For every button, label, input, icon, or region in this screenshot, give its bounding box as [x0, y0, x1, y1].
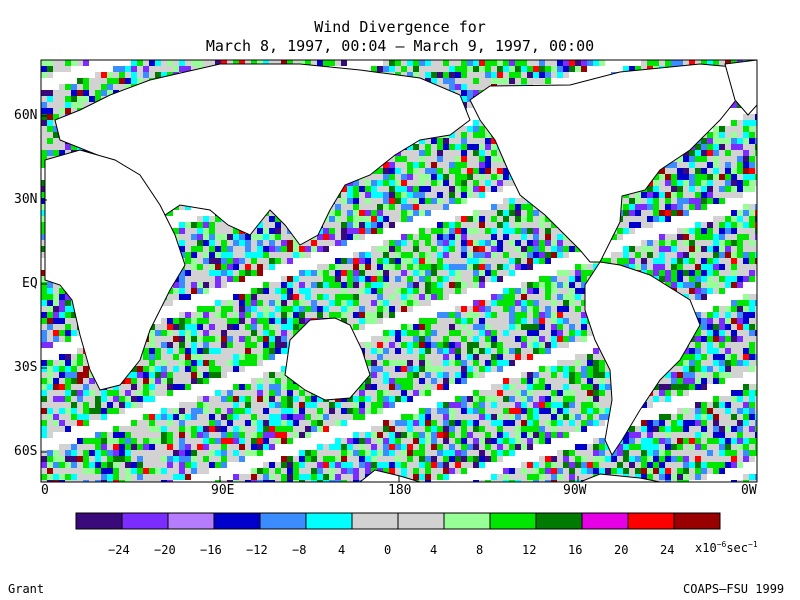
- colorbar-swatch: [489, 512, 537, 530]
- lat-label-30n: 30N: [14, 192, 38, 207]
- lon-label-0: 0: [41, 483, 49, 498]
- colorbar-tick-label: 16: [568, 543, 583, 557]
- colorbar-tick-label: 4: [338, 543, 346, 557]
- colorbar: [75, 512, 721, 530]
- lat-label-eq: EQ: [22, 276, 38, 291]
- lat-label-60n: 60N: [14, 108, 38, 123]
- colorbar-swatch: [627, 512, 675, 530]
- colorbar-swatch: [213, 512, 261, 530]
- africa: [44, 149, 186, 391]
- colorbar-tick-label: 4: [430, 543, 438, 557]
- south-america: [584, 261, 701, 457]
- colorbar-swatch: [397, 512, 445, 530]
- footer-credit: COAPS–FSU 1999: [683, 582, 785, 596]
- colorbar-swatch: [305, 512, 353, 530]
- colorbar-swatch: [121, 512, 169, 530]
- title-line-2: March 8, 1997, 00:04 – March 9, 1997, 00…: [205, 37, 595, 55]
- colorbar-tick-label: 24: [660, 543, 675, 557]
- colorbar-tick-label: −24: [108, 543, 130, 557]
- colorbar-swatch: [581, 512, 629, 530]
- colorbar-tick-label: 12: [522, 543, 537, 557]
- title-line-1: Wind Divergence for: [314, 18, 486, 36]
- lat-label-60s: 60S: [14, 444, 38, 459]
- colorbar-tick-label: 0: [384, 543, 392, 557]
- continents: [44, 60, 757, 482]
- colorbar-swatch: [443, 512, 491, 530]
- colorbar-swatch: [259, 512, 307, 530]
- colorbar-swatch: [75, 512, 123, 530]
- colorbar-tick-label: −16: [200, 543, 222, 557]
- lon-label-90e: 90E: [211, 483, 235, 498]
- colorbar-swatch: [351, 512, 399, 530]
- australia: [284, 317, 371, 401]
- greenland: [724, 60, 757, 116]
- colorbar-swatch: [167, 512, 215, 530]
- lat-label-30s: 30S: [14, 360, 38, 375]
- colorbar-swatch: [535, 512, 583, 530]
- colorbar-tick-label: −8: [292, 543, 307, 557]
- footer-author: Grant: [8, 582, 45, 596]
- colorbar-tick-label: 8: [476, 543, 484, 557]
- colorbar-tick-label: −20: [154, 543, 176, 557]
- lon-label-90w: 90W: [563, 483, 587, 498]
- antarctica: [359, 469, 421, 482]
- colorbar-tick-label: 20: [614, 543, 629, 557]
- lon-label-0w: 0W: [741, 483, 757, 498]
- colorbar-swatch: [673, 512, 721, 530]
- colorbar-unit: x10−6sec−1: [695, 540, 758, 555]
- lon-label-180: 180: [388, 483, 412, 498]
- colorbar-tick-label: −12: [246, 543, 268, 557]
